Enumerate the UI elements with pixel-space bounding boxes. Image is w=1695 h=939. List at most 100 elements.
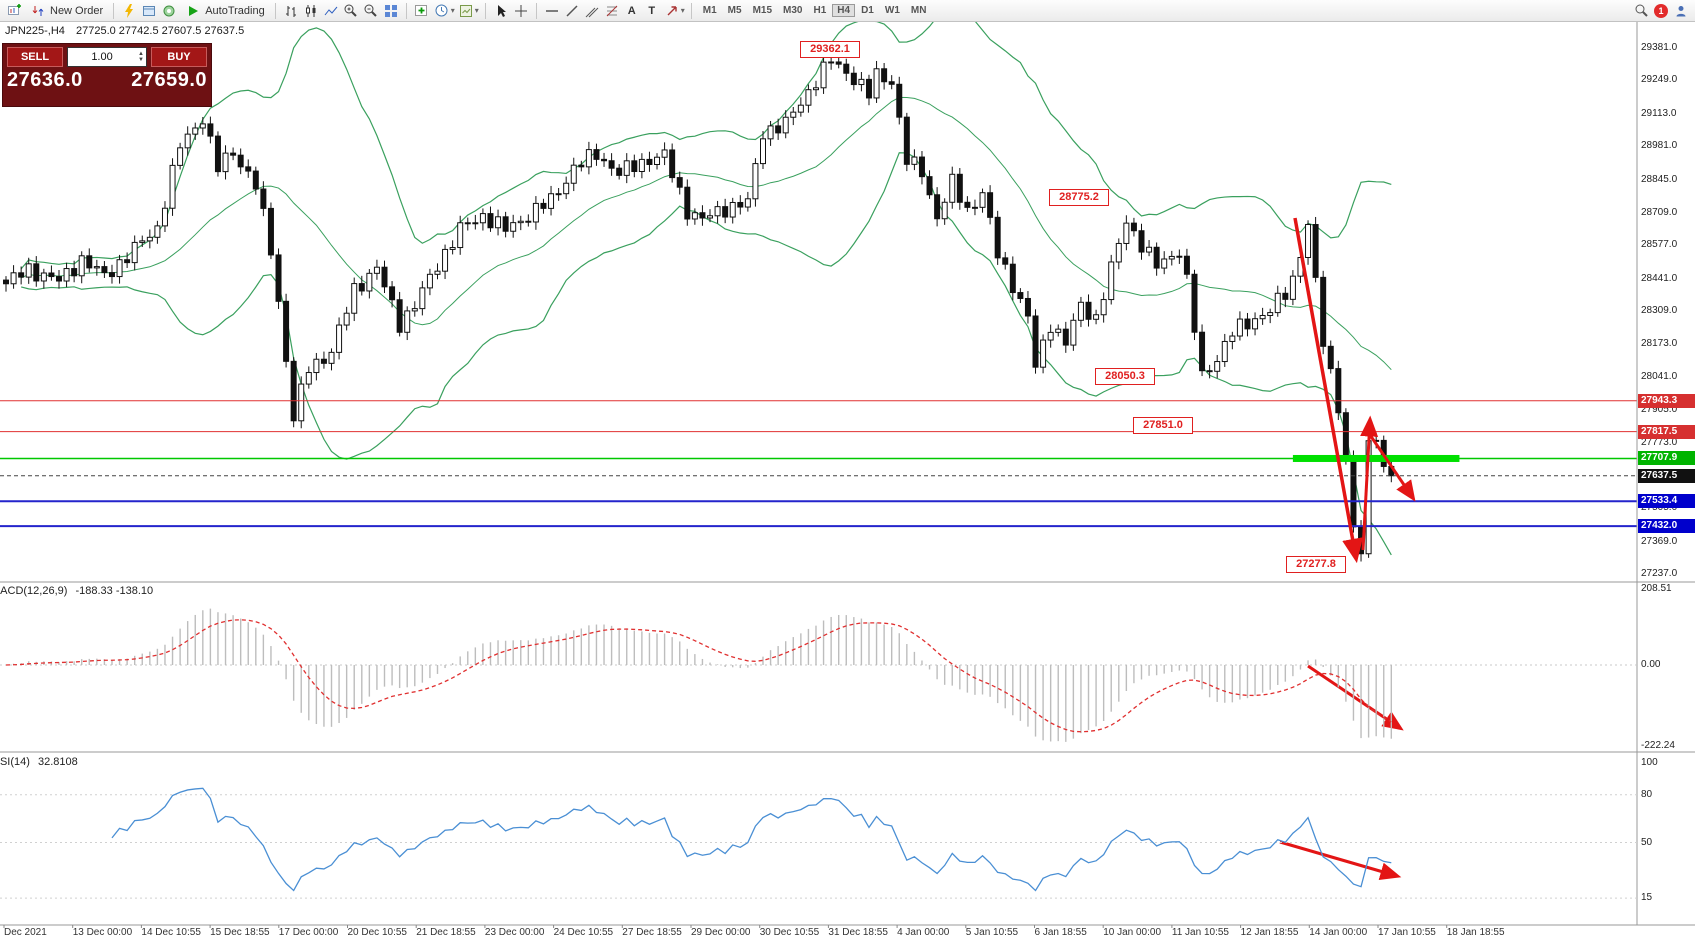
candle-body bbox=[1047, 331, 1054, 341]
volume-stepper[interactable]: 1.00 ▲ ▼ bbox=[67, 47, 147, 67]
periods-caret-icon[interactable]: ▾ bbox=[450, 6, 455, 15]
add-indicator-icon[interactable] bbox=[413, 2, 431, 20]
candle-body bbox=[283, 300, 290, 362]
candle-body bbox=[1244, 318, 1251, 330]
notification-badge[interactable]: 1 bbox=[1654, 3, 1668, 18]
volume-value[interactable]: 1.00 bbox=[91, 51, 113, 63]
equidistant-channel-icon[interactable] bbox=[583, 2, 601, 20]
candle-body bbox=[404, 310, 411, 333]
candle-body bbox=[873, 68, 880, 99]
zoom-in-icon[interactable] bbox=[342, 2, 360, 20]
candle-body bbox=[676, 177, 683, 188]
templates-caret-icon[interactable]: ▾ bbox=[474, 6, 479, 15]
candle-body bbox=[381, 266, 388, 288]
arrow-tool-icon[interactable] bbox=[663, 2, 681, 20]
candle-body bbox=[434, 270, 441, 275]
candle-body bbox=[419, 287, 426, 310]
candle-body bbox=[396, 299, 403, 333]
label-icon[interactable]: T bbox=[648, 4, 656, 17]
candle-body bbox=[86, 255, 93, 269]
navigator-icon[interactable] bbox=[160, 2, 178, 20]
candlestick-chart-icon[interactable] bbox=[302, 2, 320, 20]
market-watch-icon[interactable] bbox=[140, 2, 158, 20]
timeframe-d1[interactable]: D1 bbox=[861, 5, 874, 16]
candle-body bbox=[1221, 340, 1228, 363]
candle-body bbox=[1077, 301, 1084, 321]
candle-body bbox=[71, 268, 78, 277]
bar-chart-icon[interactable] bbox=[282, 2, 300, 20]
periods-icon[interactable] bbox=[433, 2, 451, 20]
candle-body bbox=[1108, 261, 1115, 301]
candle-body bbox=[101, 266, 108, 274]
timeframe-mn[interactable]: MN bbox=[910, 5, 927, 16]
candle-body bbox=[646, 158, 653, 166]
candle-body bbox=[426, 273, 433, 289]
arrow-tool-caret-icon[interactable]: ▾ bbox=[680, 6, 685, 15]
candle-body bbox=[267, 207, 274, 256]
new-chart-icon[interactable] bbox=[5, 2, 23, 20]
line-chart-icon[interactable] bbox=[322, 2, 340, 20]
candle-body bbox=[1335, 368, 1342, 414]
chart-ohlc-values: 27725.0 27742.5 27607.5 27637.5 bbox=[75, 25, 245, 37]
timeframe-h4[interactable]: H4 bbox=[832, 4, 856, 17]
sell-button[interactable]: SELL bbox=[7, 47, 63, 67]
tile-windows-icon[interactable] bbox=[382, 2, 400, 20]
timeframe-m1[interactable]: M1 bbox=[702, 5, 717, 16]
profile-icon[interactable] bbox=[1672, 2, 1690, 20]
candle-body bbox=[775, 125, 782, 134]
candle-body bbox=[631, 160, 638, 172]
new-order-button[interactable]: New Order bbox=[25, 1, 107, 21]
rsi-label-row: RSI(14) 32.8108 bbox=[0, 756, 78, 768]
candle-body bbox=[1206, 370, 1213, 373]
candle-body bbox=[1100, 299, 1107, 316]
candle-body bbox=[502, 216, 509, 232]
timeframe-m30[interactable]: M30 bbox=[783, 5, 803, 16]
candle-body bbox=[828, 61, 835, 64]
trend-arrow[interactable] bbox=[1366, 431, 1416, 502]
candle-body bbox=[1146, 246, 1153, 253]
one-click-trading-panel: SELL 1.00 ▲ ▼ BUY 27636.0 27659.0 bbox=[2, 43, 212, 107]
candle-body bbox=[479, 213, 486, 224]
timeframe-h1[interactable]: H1 bbox=[813, 5, 827, 16]
candle-body bbox=[358, 283, 365, 292]
candle-body bbox=[411, 308, 418, 312]
timeframe-m5[interactable]: M5 bbox=[727, 5, 742, 16]
volume-spin-icons[interactable]: ▲ ▼ bbox=[138, 51, 144, 63]
timeframe-w1[interactable]: W1 bbox=[884, 5, 900, 16]
candle-body bbox=[1130, 222, 1137, 232]
macd-signal-line bbox=[5, 619, 1392, 733]
trend-arrow[interactable] bbox=[1279, 840, 1402, 881]
candle-body bbox=[3, 279, 9, 285]
candle-body bbox=[449, 247, 456, 250]
trend-arrow[interactable] bbox=[1360, 415, 1379, 551]
templates-icon[interactable] bbox=[457, 2, 475, 20]
candle-body bbox=[1115, 242, 1122, 263]
candle-body bbox=[457, 222, 464, 249]
candle-body bbox=[1032, 315, 1039, 368]
autotrading-button[interactable]: AutoTrading bbox=[180, 1, 269, 21]
horizontal-line-icon[interactable] bbox=[543, 2, 561, 20]
buy-button[interactable]: BUY bbox=[151, 47, 207, 67]
zoom-out-icon[interactable] bbox=[362, 2, 380, 20]
candle-body bbox=[237, 154, 244, 168]
fibonacci-icon[interactable] bbox=[603, 2, 621, 20]
chart-title: JPN225-,H4 27725.0 27742.5 27607.5 27637… bbox=[5, 25, 244, 37]
timeframe-m15[interactable]: M15 bbox=[752, 5, 773, 16]
candle-body bbox=[1342, 412, 1349, 459]
candle-body bbox=[956, 173, 963, 203]
candle-body bbox=[760, 138, 766, 165]
search-icon[interactable] bbox=[1632, 2, 1650, 20]
trendline-icon[interactable] bbox=[563, 2, 581, 20]
support-zone-segment[interactable] bbox=[1292, 454, 1460, 462]
buy-price[interactable]: 27659.0 bbox=[131, 69, 207, 91]
candle-body bbox=[1024, 297, 1031, 317]
candle-body bbox=[714, 206, 721, 217]
crosshair-icon[interactable] bbox=[512, 2, 530, 20]
trend-arrow[interactable] bbox=[1293, 217, 1363, 564]
sell-price[interactable]: 27636.0 bbox=[7, 69, 83, 91]
metaeditor-icon[interactable] bbox=[120, 2, 138, 20]
candle-body bbox=[585, 149, 592, 168]
cursor-icon[interactable] bbox=[492, 2, 510, 20]
text-icon[interactable]: A bbox=[627, 4, 636, 17]
